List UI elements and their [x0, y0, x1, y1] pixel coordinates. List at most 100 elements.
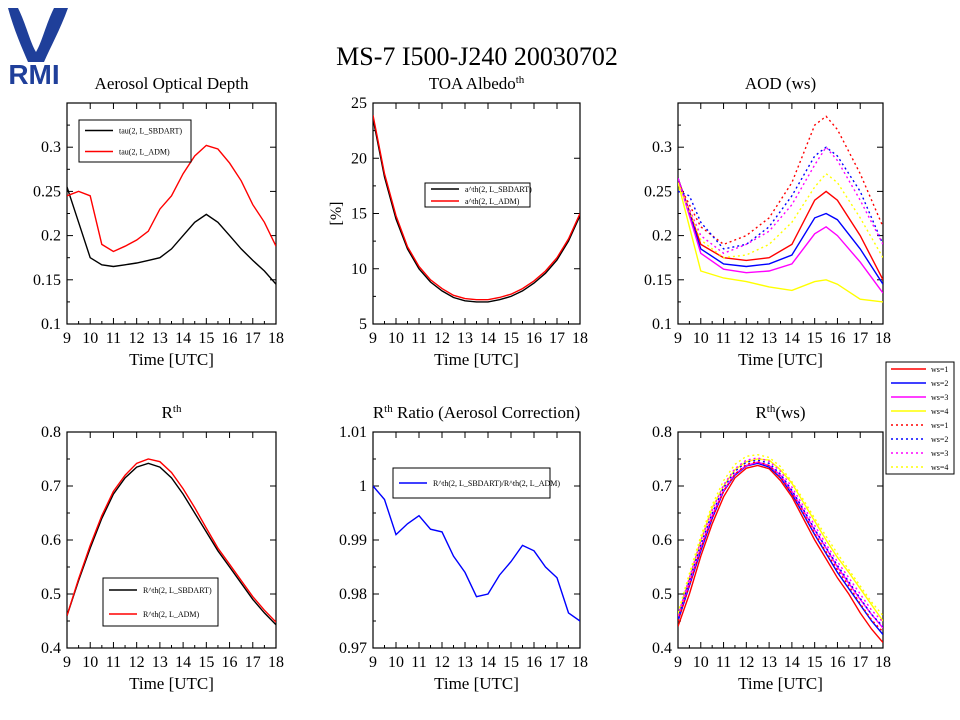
- chart-panel-3: AOD (ws) 9 10 11 12 13 14 15 16 17 18 0.1 0.15 0.2 0.2…: [644, 74, 891, 369]
- chart-legend: tau(2, L_SBDART) tau(2, L_ADM): [78, 119, 192, 163]
- chart-title: TOA Albedoth: [429, 74, 525, 93]
- series-line-3: [678, 461, 883, 629]
- series-line-8: [678, 172, 883, 259]
- y-tick-label: 0.8: [41, 424, 61, 441]
- x-tick-label: 11: [716, 330, 731, 347]
- chart-legend: R^th(2, L_SBDART)/R^th(2, L_ADM): [392, 467, 560, 499]
- series-line-5: [678, 115, 883, 246]
- x-tick-label: 14: [175, 654, 191, 671]
- y-tick-label: 0.4: [41, 640, 61, 657]
- legend-label: tau(2, L_SBDART): [119, 127, 182, 136]
- global-legend-label: ws=3: [931, 393, 948, 402]
- legend-label: a^th(2, L_SBDART): [465, 185, 532, 194]
- x-tick-label: 12: [738, 330, 754, 347]
- chart-panel-5: Rth Ratio (Aerosol Correction) 9 10 11 12 13 1…: [339, 403, 588, 693]
- x-tick-label: 13: [152, 330, 168, 347]
- series-line-6: [678, 146, 883, 250]
- chart-panel-2: TOA Albedoth 9 10 11 12 13 14 15 16 17 18 5 10 15 20 25…: [328, 74, 588, 369]
- x-tick-label: 17: [549, 330, 565, 347]
- global-legend-label: ws=1: [931, 421, 948, 430]
- y-tick-label: 20: [351, 150, 367, 167]
- chart-panel-6: Rth(ws) 9 10 11 12 13 14 15 16 17 18 0.4 0.5 0.6 0.7 0.…: [652, 403, 891, 693]
- x-tick-label: 14: [784, 330, 800, 347]
- y-tick-label: 0.15: [644, 272, 672, 289]
- logo-text: RMI: [8, 59, 59, 90]
- x-tick-label: 15: [807, 654, 823, 671]
- x-tick-label: 11: [106, 654, 121, 671]
- x-axis-label: Time [UTC]: [129, 674, 214, 693]
- x-tick-label: 18: [572, 654, 588, 671]
- series-line-2: [373, 115, 580, 301]
- series-line-4: [678, 182, 883, 303]
- y-tick-label: 0.8: [652, 424, 672, 441]
- y-tick-label: 0.6: [41, 532, 61, 549]
- y-tick-label: 5: [359, 316, 367, 333]
- global-legend-box: [885, 361, 955, 475]
- y-tick-label: 0.25: [644, 183, 672, 200]
- y-tick-label: 0.3: [41, 139, 61, 156]
- legend-label: R^th(2, L_SBDART): [143, 586, 212, 595]
- legend-label: a^th(2, L_ADM): [465, 197, 520, 206]
- x-axis-label: Time [UTC]: [434, 350, 519, 369]
- y-tick-label: 0.3: [652, 139, 672, 156]
- series-line-1: [373, 485, 580, 622]
- y-tick-label: 0.99: [339, 532, 367, 549]
- x-tick-label: 13: [457, 654, 473, 671]
- x-tick-label: 14: [480, 654, 496, 671]
- x-tick-label: 17: [245, 654, 261, 671]
- legend-label: tau(2, L_ADM): [119, 148, 170, 157]
- x-tick-label: 14: [480, 330, 496, 347]
- plot-frame: [372, 431, 581, 649]
- x-tick-label: 14: [784, 654, 800, 671]
- rmi-logo: RMI: [8, 8, 68, 90]
- x-tick-label: 11: [411, 330, 426, 347]
- legend-box: [102, 577, 219, 627]
- series-line-7: [678, 457, 883, 623]
- series-line-8: [678, 453, 883, 617]
- x-tick-label: 16: [222, 330, 238, 347]
- series-line-1: [67, 186, 276, 285]
- x-tick-label: 15: [198, 330, 214, 347]
- chart-title: Rth Ratio (Aerosol Correction): [373, 403, 580, 422]
- global-legend-label: ws=1: [931, 365, 948, 374]
- logo-emblem: [8, 8, 68, 62]
- chart-title: Rth(ws): [755, 403, 805, 422]
- x-axis-label: Time [UTC]: [129, 350, 214, 369]
- x-tick-label: 9: [369, 654, 377, 671]
- series-line-7: [678, 146, 883, 255]
- x-tick-label: 13: [457, 330, 473, 347]
- chart-panel-4: Rth 9 10 11 12 13 14 15 16 17 18 0.4 0.5 0.6 0.7 0.8 Tim…: [41, 403, 284, 693]
- x-axis-label: Time [UTC]: [738, 350, 823, 369]
- x-tick-label: 17: [549, 654, 565, 671]
- series-line-2: [678, 462, 883, 635]
- y-tick-label: 0.7: [652, 478, 672, 495]
- global-legend-label: ws=4: [931, 463, 948, 472]
- legend-label: R^th(2, L_SBDART)/R^th(2, L_ADM): [433, 479, 560, 488]
- y-tick-label: 0.98: [339, 586, 367, 603]
- x-tick-label: 9: [63, 330, 71, 347]
- x-tick-label: 13: [761, 330, 777, 347]
- series-line-4: [678, 458, 883, 622]
- chart-legend: R^th(2, L_SBDART) R^th(2, L_ADM): [102, 577, 219, 627]
- plot-frame: [372, 102, 581, 325]
- x-tick-label: 11: [106, 330, 121, 347]
- x-tick-label: 16: [526, 330, 542, 347]
- y-tick-label: 15: [351, 206, 367, 223]
- chart-panel-1: Aerosol Optical Depth 9 10 11 12 13 14 15 16 17 18…: [33, 74, 284, 369]
- series-line-1: [373, 118, 580, 303]
- plot-frame: [677, 431, 884, 649]
- x-tick-label: 15: [503, 654, 519, 671]
- x-tick-label: 16: [526, 654, 542, 671]
- y-tick-label: 0.2: [652, 228, 672, 245]
- x-tick-label: 12: [129, 330, 145, 347]
- x-tick-label: 10: [82, 330, 98, 347]
- x-axis-label: Time [UTC]: [434, 674, 519, 693]
- x-tick-label: 18: [875, 330, 891, 347]
- global-legend-label: ws=3: [931, 449, 948, 458]
- y-tick-label: 25: [351, 95, 367, 112]
- x-tick-label: 10: [693, 330, 709, 347]
- x-tick-label: 15: [807, 330, 823, 347]
- x-tick-label: 11: [411, 654, 426, 671]
- x-tick-label: 18: [572, 330, 588, 347]
